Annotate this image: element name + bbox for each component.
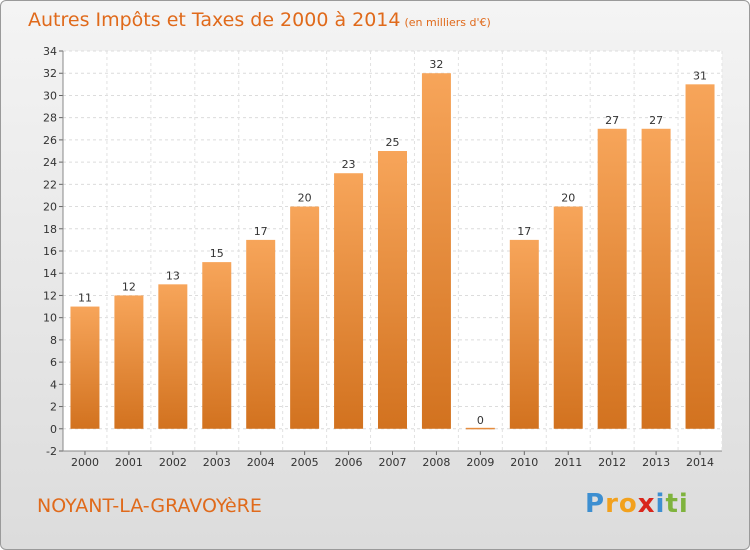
bar[interactable] xyxy=(465,427,495,430)
bar[interactable] xyxy=(114,295,144,429)
x-tick-label: 2005 xyxy=(291,456,319,469)
bar[interactable] xyxy=(158,284,188,429)
bar[interactable] xyxy=(685,84,715,429)
y-tick-label: 8 xyxy=(50,334,57,347)
x-tick-label: 2008 xyxy=(422,456,450,469)
data-label: 11 xyxy=(78,292,92,305)
x-tick-label: 2002 xyxy=(159,456,187,469)
data-label: 23 xyxy=(342,158,356,171)
y-tick-label: 28 xyxy=(43,112,57,125)
x-tick-label: 2014 xyxy=(686,456,714,469)
data-label: 27 xyxy=(649,114,663,127)
y-tick-label: 18 xyxy=(43,223,57,236)
y-tick-label: -2 xyxy=(46,445,57,458)
y-tick-label: 12 xyxy=(43,289,57,302)
logo-letter: i xyxy=(655,489,666,519)
x-tick-label: 2001 xyxy=(115,456,143,469)
bar[interactable] xyxy=(246,239,276,429)
y-tick-label: 26 xyxy=(43,134,57,147)
grid-lines xyxy=(62,50,723,452)
bar[interactable] xyxy=(509,239,539,429)
x-tick-label: 2006 xyxy=(335,456,363,469)
logo-letter: P xyxy=(585,489,606,519)
x-tick-label: 2000 xyxy=(71,456,99,469)
bar[interactable] xyxy=(290,206,320,429)
commune-name: NOYANT-LA-GRAVOYèRE xyxy=(37,495,262,517)
data-label: 0 xyxy=(477,414,484,427)
logo-letter: x xyxy=(637,489,656,519)
data-label: 20 xyxy=(561,192,575,205)
data-label: 17 xyxy=(254,225,268,238)
bar[interactable] xyxy=(553,206,583,429)
bar[interactable] xyxy=(641,128,671,429)
bar[interactable] xyxy=(421,73,451,429)
x-tick-label: 2010 xyxy=(510,456,538,469)
data-label: 12 xyxy=(122,280,136,293)
bar[interactable] xyxy=(597,128,627,429)
x-tick-label: 2003 xyxy=(203,456,231,469)
y-tick-label: 4 xyxy=(50,378,57,391)
y-tick-label: 20 xyxy=(43,201,57,214)
chart-title: Autres Impôts et Taxes de 2000 à 2014 (en… xyxy=(28,9,491,31)
data-label: 25 xyxy=(386,136,400,149)
data-label: 17 xyxy=(517,225,531,238)
bar[interactable] xyxy=(334,173,364,429)
x-tick-label: 2007 xyxy=(379,456,407,469)
x-tick-label: 2004 xyxy=(247,456,275,469)
y-tick-label: 34 xyxy=(43,45,57,58)
bar[interactable] xyxy=(378,151,407,429)
y-tick-label: 30 xyxy=(43,89,57,102)
y-tick-label: 6 xyxy=(50,356,57,369)
bars xyxy=(70,73,715,430)
data-label: 13 xyxy=(166,269,180,282)
x-tick-label: 2009 xyxy=(466,456,494,469)
bar[interactable] xyxy=(70,306,100,429)
y-tick-label: 22 xyxy=(43,178,57,191)
bar[interactable] xyxy=(202,262,232,429)
y-tick-label: 2 xyxy=(50,401,57,414)
data-label: 27 xyxy=(605,114,619,127)
logo-letter: t xyxy=(665,489,679,519)
y-tick-label: 0 xyxy=(50,423,57,436)
x-tick-label: 2013 xyxy=(642,456,670,469)
labels: -202468101214161820222426283032341120001… xyxy=(43,45,714,469)
proxiti-logo[interactable]: Proxiti xyxy=(585,489,689,519)
data-label: 20 xyxy=(298,192,312,205)
data-label: 31 xyxy=(693,69,707,82)
y-tick-label: 14 xyxy=(43,267,57,280)
logo-letter: o xyxy=(618,489,638,519)
logo-letter: i xyxy=(678,489,689,519)
data-label: 32 xyxy=(429,58,443,71)
chart-unit: (en milliers d'€) xyxy=(404,16,491,29)
y-tick-label: 10 xyxy=(43,312,57,325)
y-tick-label: 32 xyxy=(43,67,57,80)
logo-letter: r xyxy=(605,489,619,519)
y-tick-label: 24 xyxy=(43,156,57,169)
x-tick-label: 2012 xyxy=(598,456,626,469)
data-label: 15 xyxy=(210,247,224,260)
axes xyxy=(59,50,722,455)
chart-title-text: Autres Impôts et Taxes de 2000 à 2014 xyxy=(28,9,401,31)
x-tick-label: 2011 xyxy=(554,456,582,469)
y-tick-label: 16 xyxy=(43,245,57,258)
